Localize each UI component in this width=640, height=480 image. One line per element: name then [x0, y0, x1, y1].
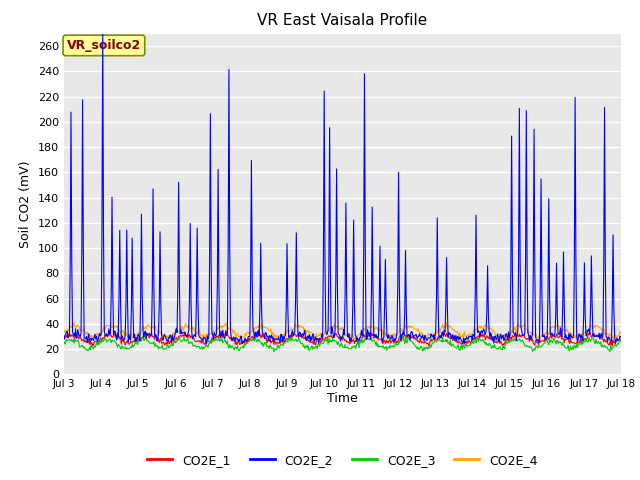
Y-axis label: Soil CO2 (mV): Soil CO2 (mV)	[19, 160, 33, 248]
Title: VR East Vaisala Profile: VR East Vaisala Profile	[257, 13, 428, 28]
Text: VR_soilco2: VR_soilco2	[67, 39, 141, 52]
X-axis label: Time: Time	[327, 392, 358, 405]
Legend: CO2E_1, CO2E_2, CO2E_3, CO2E_4: CO2E_1, CO2E_2, CO2E_3, CO2E_4	[142, 449, 543, 472]
